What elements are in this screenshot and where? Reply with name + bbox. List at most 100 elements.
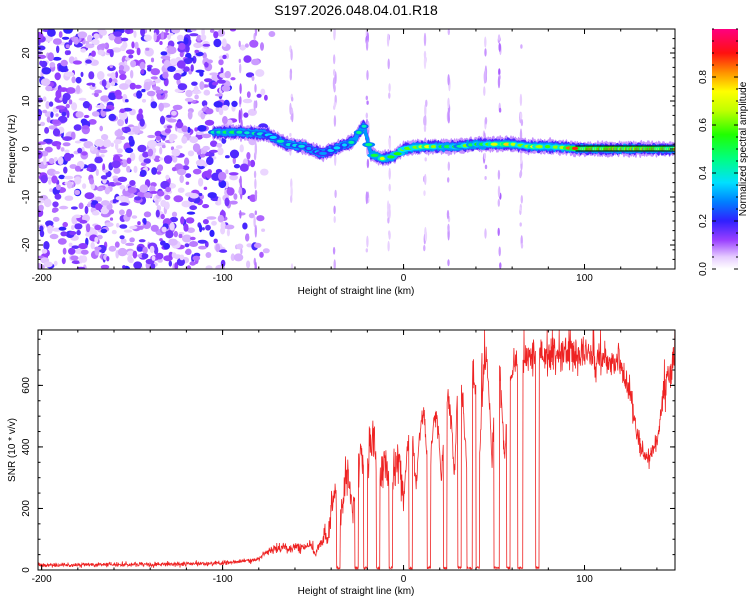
- noise-blob: [94, 138, 104, 148]
- noise-blob: [83, 114, 90, 119]
- noise-blob: [100, 95, 110, 102]
- noise-blob: [246, 243, 253, 248]
- noise-blob: [176, 34, 184, 42]
- noise-blob: [62, 247, 67, 255]
- noise-blob: [96, 186, 104, 192]
- noise-blob: [204, 119, 215, 126]
- noise-blob: [230, 29, 236, 32]
- x-tick-label: -100: [213, 574, 233, 585]
- noise-blob: [162, 136, 166, 141]
- noise-streak: [289, 132, 292, 137]
- noise-blob: [202, 219, 209, 225]
- noise-blob: [85, 59, 92, 64]
- noise-blob: [240, 44, 246, 51]
- noise-streak: [423, 244, 426, 252]
- noise-blob: [119, 185, 126, 190]
- noise-blob: [143, 158, 151, 164]
- noise-blob: [119, 108, 126, 114]
- noise-blob: [110, 81, 116, 87]
- noise-blob: [146, 90, 156, 97]
- noise-blob: [239, 144, 244, 153]
- ridge-peak: [571, 146, 579, 150]
- noise-streak: [333, 259, 336, 269]
- noise-blob: [43, 261, 53, 268]
- noise-blob: [131, 215, 138, 219]
- noise-blob: [76, 266, 86, 269]
- noise-blob: [185, 173, 192, 179]
- noise-blob: [38, 158, 41, 164]
- noise-blob: [115, 95, 123, 100]
- noise-blob: [64, 175, 74, 180]
- x-tick-label: 100: [576, 273, 593, 284]
- noise-blob: [150, 57, 155, 63]
- noise-blob: [184, 44, 190, 53]
- noise-blob: [246, 260, 251, 269]
- noise-blob: [186, 265, 192, 269]
- noise-blob: [91, 38, 100, 46]
- noise-streak: [447, 259, 450, 267]
- noise-blob: [38, 204, 44, 211]
- noise-blob: [159, 41, 163, 45]
- noise-streak: [388, 167, 391, 180]
- noise-blob: [38, 31, 44, 40]
- noise-blob: [184, 157, 190, 166]
- noise-streak: [497, 75, 501, 89]
- noise-blob: [84, 192, 95, 200]
- noise-blob: [38, 112, 42, 121]
- noise-blob: [185, 89, 193, 98]
- noise-blob: [221, 104, 229, 111]
- noise-blob: [45, 220, 54, 227]
- noise-blob: [81, 151, 88, 156]
- noise-blob: [205, 224, 211, 231]
- noise-streak: [291, 96, 294, 102]
- noise-blob: [113, 182, 122, 186]
- noise-blob: [111, 47, 122, 53]
- noise-streak: [484, 116, 488, 125]
- noise-blob: [243, 55, 252, 63]
- noise-blob: [189, 241, 199, 247]
- noise-blob: [82, 101, 90, 109]
- noise-blob: [86, 167, 92, 172]
- noise-blob: [168, 133, 178, 140]
- noise-blob: [173, 195, 184, 203]
- colorbar-tick-label: 0.8: [698, 70, 709, 84]
- noise-blob: [185, 217, 195, 224]
- noise-blob: [125, 242, 135, 246]
- ridge-peak: [393, 152, 402, 156]
- noise-blob: [118, 65, 125, 71]
- noise-streak: [519, 111, 523, 121]
- noise-blob: [88, 71, 95, 80]
- noise-blob: [253, 242, 262, 248]
- noise-blob: [142, 246, 148, 254]
- noise-blob: [179, 174, 184, 184]
- noise-blob: [222, 54, 227, 60]
- noise-streak: [239, 63, 242, 74]
- noise-blob: [139, 169, 147, 177]
- noise-blob: [140, 29, 146, 37]
- y-tick-label: 0: [21, 567, 32, 573]
- noise-blob: [256, 93, 262, 98]
- noise-blob: [202, 204, 210, 209]
- noise-blob: [52, 201, 59, 208]
- noise-blob: [119, 83, 129, 90]
- noise-blob: [56, 143, 61, 150]
- noise-blob: [55, 184, 61, 191]
- noise-blob: [66, 181, 73, 189]
- noise-blob: [199, 81, 205, 90]
- noise-streak: [333, 69, 336, 76]
- noise-blob: [249, 39, 259, 48]
- noise-blob: [164, 128, 172, 134]
- noise-blob: [143, 218, 147, 225]
- noise-blob: [130, 60, 137, 68]
- noise-blob: [209, 72, 219, 76]
- noise-streak: [519, 150, 523, 165]
- noise-blob: [71, 225, 75, 230]
- noise-blob: [119, 224, 128, 229]
- noise-streak: [423, 32, 427, 47]
- noise-blob: [97, 49, 104, 56]
- noise-streak: [520, 195, 523, 204]
- ridge-peak: [276, 139, 285, 143]
- ridge-peak: [319, 151, 327, 155]
- noise-streak: [290, 263, 294, 269]
